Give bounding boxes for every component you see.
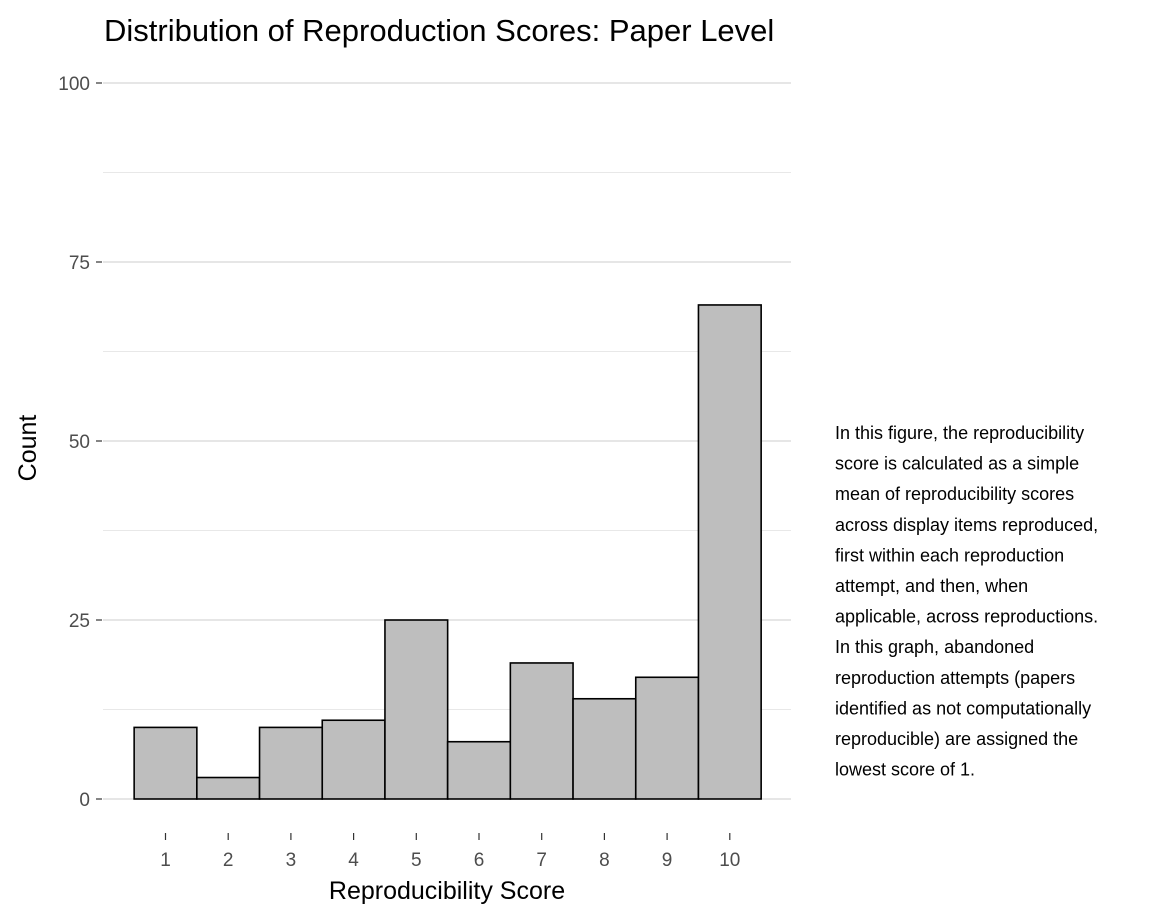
y-tick-label: 75: [69, 253, 90, 274]
annotation-line: attempt, and then, when: [835, 576, 1028, 596]
x-tick-label: 7: [536, 850, 547, 871]
x-tick-label: 9: [662, 850, 673, 871]
annotation-line: identified as not computationally: [835, 698, 1091, 718]
bars: [133, 304, 762, 800]
grid: [103, 82, 791, 800]
annotation-line: first within each reproduction: [835, 545, 1064, 565]
x-tick-label: 4: [348, 850, 359, 871]
y-tick-label: 25: [69, 611, 90, 632]
y-tick-label: 0: [79, 790, 90, 811]
annotation-line: In this figure, the reproducibility: [835, 423, 1084, 443]
x-tick-label: 5: [411, 850, 422, 871]
bar: [509, 662, 574, 800]
x-tick-label: 8: [599, 850, 610, 871]
y-tick-label: 50: [69, 432, 90, 453]
y-axis-title: Count: [14, 415, 42, 482]
x-axis: 1 2 3 4 5 6 7 8 9 10: [160, 833, 740, 871]
annotation-line: In this graph, abandoned: [835, 637, 1034, 657]
annotation-line: across display items reproduced,: [835, 515, 1098, 535]
chart-title: Distribution of Reproduction Scores: Pap…: [104, 13, 774, 48]
bar: [697, 304, 762, 800]
x-tick-label: 10: [719, 850, 740, 871]
annotation-line: reproduction attempts (papers: [835, 668, 1075, 688]
bar: [572, 697, 637, 800]
x-tick-label: 3: [286, 850, 297, 871]
y-tick-label: 100: [58, 74, 90, 95]
bar: [446, 740, 512, 800]
x-tick-label: 1: [160, 850, 171, 871]
bar: [384, 619, 449, 800]
bar: [258, 726, 324, 800]
annotation-note: In this figure, the reproducibility score…: [835, 423, 1098, 780]
bar: [196, 776, 261, 800]
x-tick-label: 6: [474, 850, 485, 871]
annotation-line: reproducible) are assigned the: [835, 729, 1078, 749]
annotation-line: applicable, across reproductions.: [835, 607, 1098, 627]
annotation-line: lowest score of 1.: [835, 760, 975, 780]
bar: [634, 676, 700, 800]
bar: [133, 726, 198, 800]
bar: [321, 719, 386, 800]
y-axis: 0 25 50 75 100: [58, 74, 102, 811]
annotation-line: score is calculated as a simple: [835, 454, 1079, 474]
x-tick-label: 2: [223, 850, 234, 871]
annotation-line: mean of reproducibility scores: [835, 484, 1074, 504]
x-axis-title: Reproducibility Score: [329, 877, 565, 905]
